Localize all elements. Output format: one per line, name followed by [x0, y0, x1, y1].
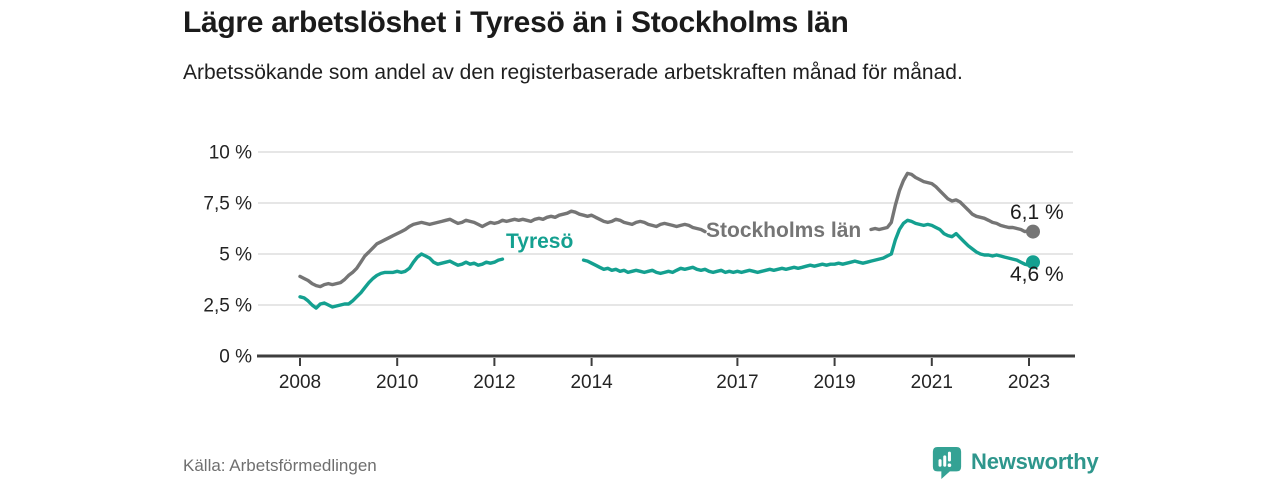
series-end-dot-stockholm — [1026, 224, 1040, 239]
x-tick-label: 2021 — [911, 372, 953, 393]
series-line-stockholm — [298, 209, 707, 289]
y-tick-label: 0 % — [219, 347, 252, 368]
series-line-stockholm — [869, 171, 1035, 234]
x-tick-label: 2019 — [813, 372, 855, 393]
newsworthy-logo[interactable]: Newsworthy — [931, 445, 1099, 479]
x-tick-label: 2010 — [376, 372, 418, 393]
chart-title: Lägre arbetslöshet i Tyresö än i Stockho… — [183, 6, 849, 39]
series-label-tyreso: Tyresö — [506, 230, 574, 253]
series-label-stockholm: Stockholms län — [706, 219, 862, 242]
newsworthy-wordmark: Newsworthy — [971, 449, 1099, 474]
y-tick-label: 2,5 % — [203, 296, 252, 317]
series-line-tyreso — [298, 252, 505, 310]
newsworthy-chart-bubble-icon — [932, 446, 962, 479]
y-tick-label: 5 % — [219, 245, 252, 266]
series-line-tyreso — [581, 218, 1035, 276]
x-tick-label: 2008 — [279, 372, 321, 393]
source-note: Källa: Arbetsförmedlingen — [183, 456, 377, 475]
series-end-dot-tyreso — [1026, 255, 1040, 270]
x-tick-label: 2023 — [1008, 372, 1050, 393]
chart-subtitle: Arbetssökande som andel av den registerb… — [183, 61, 963, 84]
end-value-label-tyreso: 4,6 % — [1010, 263, 1064, 286]
x-tick-label: 2017 — [716, 372, 758, 393]
y-tick-label: 7,5 % — [203, 194, 252, 215]
x-tick-label: 2012 — [473, 372, 515, 393]
end-value-label-stockholm: 6,1 % — [1010, 201, 1064, 224]
y-tick-label: 10 % — [209, 143, 252, 164]
x-tick-label: 2014 — [570, 372, 613, 393]
